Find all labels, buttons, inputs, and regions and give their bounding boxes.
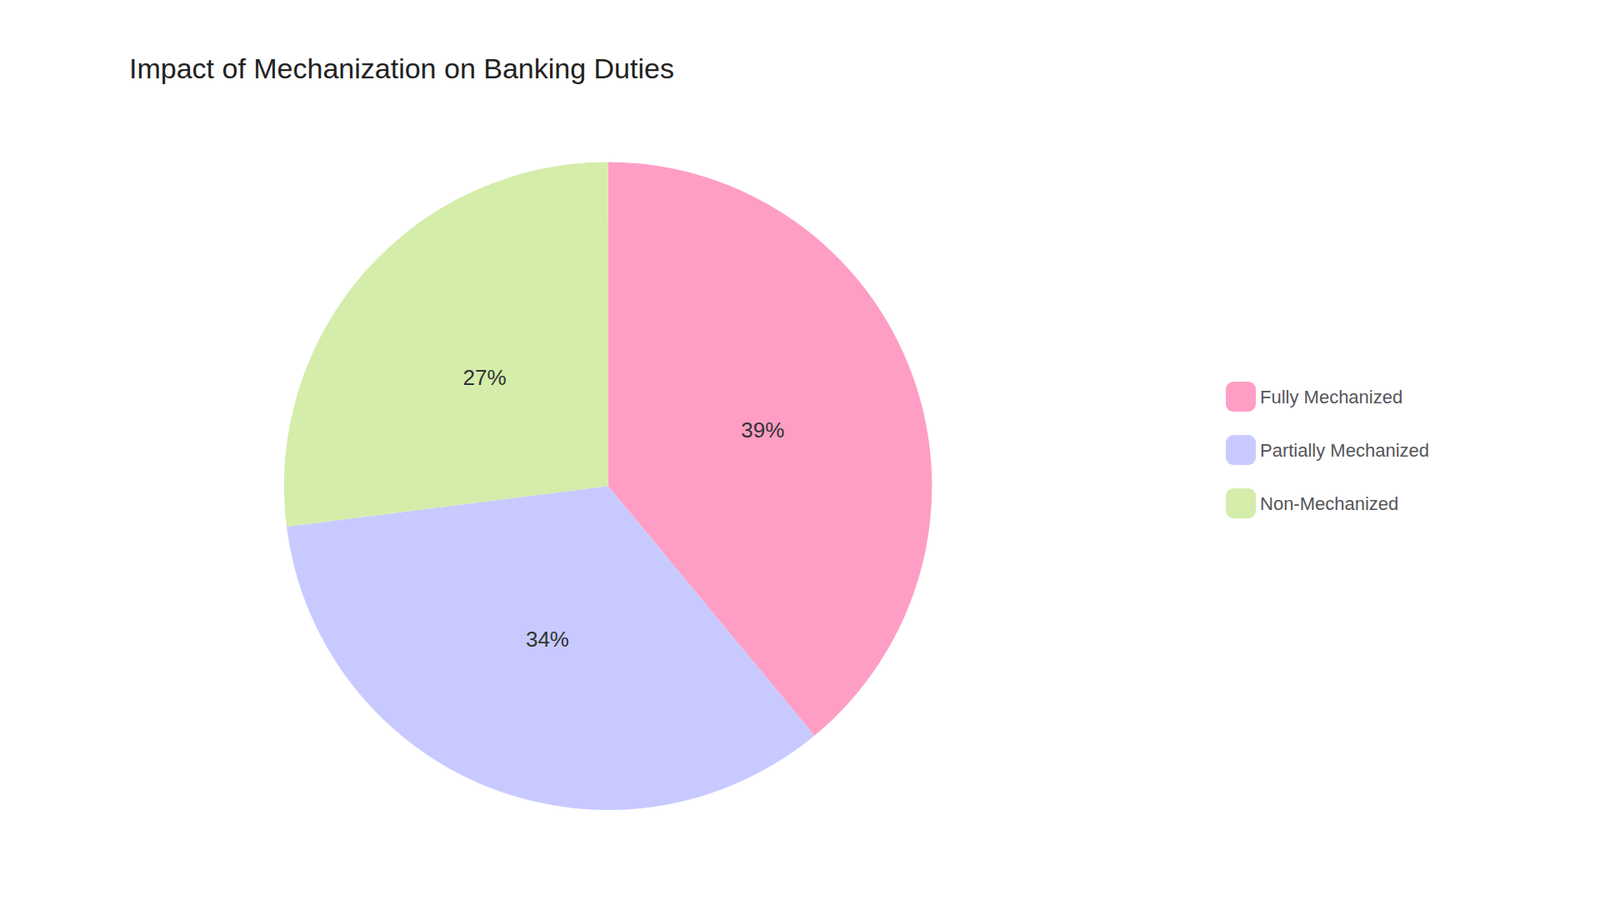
svg-text:39%: 39% xyxy=(740,417,785,443)
svg-text:Non-Mechanized: Non-Mechanized xyxy=(1260,493,1399,515)
svg-text:34%: 34% xyxy=(525,626,570,652)
svg-text:Fully Mechanized: Fully Mechanized xyxy=(1260,386,1403,408)
svg-text:27%: 27% xyxy=(463,365,507,390)
svg-text:Impact of Mechanization on Ban: Impact of Mechanization on Banking Dutie… xyxy=(129,52,675,85)
svg-text:Partially Mechanized: Partially Mechanized xyxy=(1260,440,1430,461)
